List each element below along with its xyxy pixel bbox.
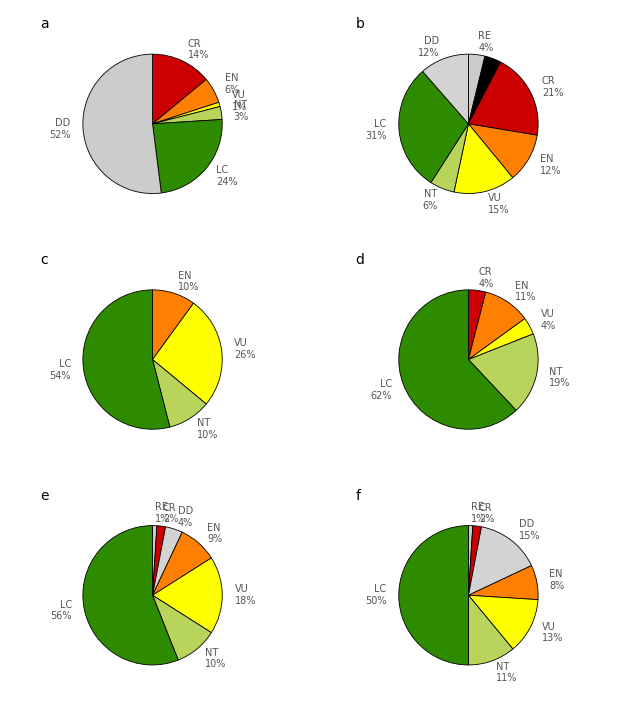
- Wedge shape: [423, 54, 468, 124]
- Wedge shape: [83, 525, 178, 665]
- Wedge shape: [399, 290, 516, 429]
- Text: EN
6%: EN 6%: [225, 73, 240, 95]
- Wedge shape: [153, 290, 194, 360]
- Text: LC
50%: LC 50%: [365, 585, 386, 606]
- Text: VU
18%: VU 18%: [235, 585, 256, 606]
- Text: CR
2%: CR 2%: [163, 503, 178, 525]
- Text: LC
54%: LC 54%: [50, 359, 71, 381]
- Text: RE
1%: RE 1%: [471, 502, 486, 524]
- Text: b: b: [356, 17, 365, 31]
- Text: DD
4%: DD 4%: [178, 506, 193, 528]
- Text: VU
15%: VU 15%: [488, 193, 509, 214]
- Wedge shape: [468, 56, 501, 124]
- Wedge shape: [468, 527, 532, 595]
- Text: RE
4%: RE 4%: [478, 31, 494, 53]
- Text: VU
4%: VU 4%: [540, 309, 556, 331]
- Text: VU
13%: VU 13%: [542, 622, 563, 644]
- Wedge shape: [83, 290, 170, 429]
- Wedge shape: [153, 525, 157, 595]
- Text: CR
2%: CR 2%: [479, 503, 494, 525]
- Wedge shape: [468, 595, 538, 649]
- Text: a: a: [40, 17, 48, 31]
- Wedge shape: [399, 71, 468, 182]
- Text: DD
12%: DD 12%: [418, 36, 440, 58]
- Text: EN
10%: EN 10%: [178, 271, 199, 292]
- Text: CR
4%: CR 4%: [479, 267, 494, 289]
- Text: NT
11%: NT 11%: [496, 662, 518, 684]
- Text: CR
21%: CR 21%: [542, 76, 563, 98]
- Text: e: e: [40, 488, 48, 503]
- Wedge shape: [153, 303, 222, 404]
- Text: NT
19%: NT 19%: [549, 367, 570, 388]
- Wedge shape: [153, 360, 206, 427]
- Text: EN
12%: EN 12%: [540, 155, 561, 176]
- Text: LC
62%: LC 62%: [371, 379, 392, 401]
- Text: LC
56%: LC 56%: [50, 600, 72, 622]
- Wedge shape: [153, 595, 211, 660]
- Wedge shape: [153, 525, 166, 595]
- Wedge shape: [153, 527, 182, 595]
- Wedge shape: [153, 54, 206, 124]
- Text: LC
24%: LC 24%: [216, 165, 237, 187]
- Wedge shape: [468, 525, 481, 595]
- Wedge shape: [468, 292, 525, 360]
- Wedge shape: [468, 62, 538, 135]
- Text: NT
3%: NT 3%: [233, 100, 249, 122]
- Text: EN
8%: EN 8%: [549, 569, 564, 591]
- Wedge shape: [468, 54, 485, 124]
- Wedge shape: [153, 107, 222, 124]
- Text: RE
1%: RE 1%: [155, 502, 170, 524]
- Wedge shape: [83, 54, 161, 194]
- Wedge shape: [468, 565, 538, 600]
- Text: NT
6%: NT 6%: [422, 189, 437, 211]
- Wedge shape: [468, 595, 513, 665]
- Text: c: c: [40, 253, 47, 267]
- Text: EN
9%: EN 9%: [207, 523, 222, 545]
- Text: NT
10%: NT 10%: [197, 418, 218, 440]
- Text: EN
11%: EN 11%: [515, 281, 536, 303]
- Text: DD
52%: DD 52%: [49, 118, 70, 140]
- Wedge shape: [468, 290, 486, 360]
- Text: NT
10%: NT 10%: [205, 648, 226, 669]
- Wedge shape: [153, 80, 219, 124]
- Wedge shape: [153, 120, 222, 193]
- Text: CR
14%: CR 14%: [188, 38, 209, 61]
- Wedge shape: [153, 558, 222, 633]
- Wedge shape: [153, 532, 211, 595]
- Wedge shape: [468, 334, 538, 410]
- Text: DD
15%: DD 15%: [519, 520, 540, 541]
- Wedge shape: [431, 124, 468, 192]
- Wedge shape: [399, 525, 468, 665]
- Text: LC
31%: LC 31%: [365, 119, 386, 141]
- Text: VU
1%: VU 1%: [232, 90, 247, 112]
- Text: f: f: [356, 488, 361, 503]
- Text: VU
26%: VU 26%: [234, 338, 256, 360]
- Wedge shape: [468, 318, 533, 360]
- Wedge shape: [153, 103, 220, 124]
- Text: d: d: [356, 253, 365, 267]
- Wedge shape: [468, 525, 473, 595]
- Wedge shape: [468, 124, 537, 178]
- Wedge shape: [454, 124, 513, 194]
